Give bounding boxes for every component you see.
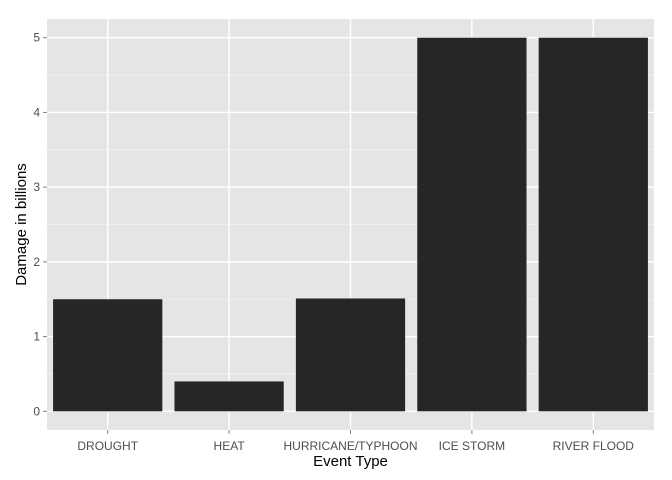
bar-river-flood — [538, 37, 648, 412]
y-tick-label: 0 — [33, 404, 40, 418]
axes: 0 1 2 3 4 5 DROUGHT HEAT HURRICANE/TYPHOON ICE ST… — [33, 31, 634, 453]
x-axis-title: Event Type — [313, 453, 388, 470]
x-tick-label: HURRICANE/TYPHOON — [283, 439, 417, 453]
y-tick-label: 2 — [33, 255, 40, 269]
bar-hurricane-typhoon — [295, 298, 406, 412]
y-axis-title: Damage in billions — [13, 163, 30, 286]
x-tick-label: ICE STORM — [439, 439, 505, 453]
y-tick-label: 5 — [33, 31, 40, 45]
bars — [53, 37, 648, 412]
y-tick-label: 1 — [33, 330, 40, 344]
y-tick-label: 4 — [33, 105, 40, 119]
x-tick-label: DROUGHT — [77, 439, 138, 453]
y-tick-label: 3 — [33, 180, 40, 194]
bar-ice-storm — [417, 37, 527, 412]
x-tick-label: HEAT — [214, 439, 246, 453]
bar-heat — [174, 381, 284, 412]
bar-drought — [53, 299, 163, 412]
x-tick-label: RIVER FLOOD — [553, 439, 635, 453]
